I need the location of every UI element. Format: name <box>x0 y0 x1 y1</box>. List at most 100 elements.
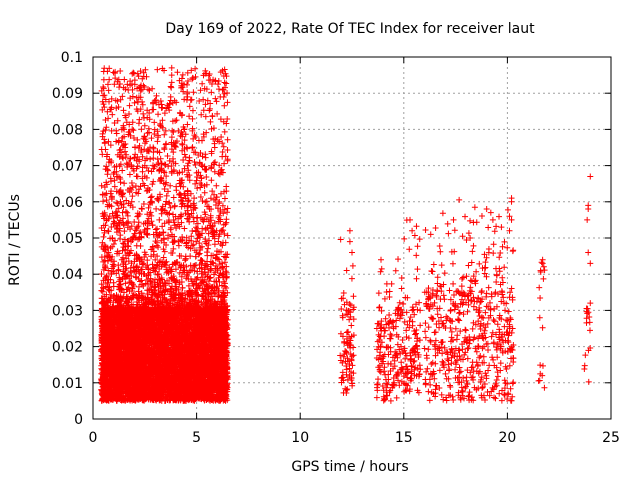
data-point <box>212 95 219 102</box>
data-point <box>106 98 113 105</box>
data-point <box>100 76 107 83</box>
data-point <box>181 96 188 103</box>
data-points <box>98 64 594 404</box>
data-point <box>197 87 204 94</box>
data-point <box>151 119 158 126</box>
data-point <box>183 144 190 151</box>
data-point <box>178 252 185 259</box>
data-point <box>213 262 220 269</box>
data-point <box>139 101 146 108</box>
data-point <box>208 89 215 96</box>
data-point <box>205 230 212 237</box>
data-point <box>185 160 192 167</box>
data-point <box>111 81 118 88</box>
data-point <box>224 99 231 106</box>
data-point <box>171 222 178 229</box>
data-point <box>205 278 212 285</box>
data-point <box>186 177 193 184</box>
data-point <box>111 70 118 77</box>
data-point <box>101 136 108 143</box>
data-point <box>121 180 128 187</box>
data-point <box>161 161 168 168</box>
data-point <box>146 87 153 94</box>
data-point <box>214 110 221 117</box>
data-point <box>181 165 188 172</box>
data-point <box>154 138 161 145</box>
data-point <box>147 156 154 163</box>
data-point <box>224 205 231 212</box>
data-point <box>222 70 229 77</box>
data-point <box>154 253 161 260</box>
data-point <box>154 66 161 73</box>
data-point <box>175 221 182 228</box>
data-point <box>180 183 187 190</box>
data-point <box>100 258 107 265</box>
data-point <box>181 137 188 144</box>
data-point <box>122 208 129 215</box>
data-point <box>224 115 231 122</box>
data-point <box>215 170 222 177</box>
data-point <box>115 205 122 212</box>
data-point <box>102 96 109 103</box>
data-point <box>157 178 164 185</box>
data-point <box>167 182 174 189</box>
data-point <box>115 139 122 146</box>
data-point <box>120 155 127 162</box>
data-point <box>200 96 207 103</box>
data-point <box>161 169 168 176</box>
data-point <box>219 149 226 156</box>
data-point <box>221 160 228 167</box>
data-point <box>190 89 197 96</box>
data-point <box>162 127 169 134</box>
data-point <box>169 127 176 134</box>
data-point <box>130 134 137 141</box>
data-point <box>198 175 205 182</box>
data-point <box>111 258 118 265</box>
data-point <box>117 96 124 103</box>
data-point <box>168 134 175 141</box>
data-point <box>120 221 127 228</box>
data-point <box>215 86 222 93</box>
data-point <box>113 188 120 195</box>
data-point <box>105 138 112 145</box>
data-point <box>191 267 198 274</box>
data-point <box>166 157 173 164</box>
data-point <box>194 220 201 227</box>
data-point <box>154 225 161 232</box>
data-point <box>202 101 209 108</box>
data-point <box>134 210 141 217</box>
data-point <box>122 114 129 121</box>
data-point <box>100 198 107 205</box>
data-point <box>124 212 131 219</box>
data-point <box>181 225 188 232</box>
data-point <box>129 93 136 100</box>
data-point <box>216 256 223 263</box>
data-point <box>211 168 218 175</box>
data-point <box>186 218 193 225</box>
data-point <box>155 111 162 118</box>
data-point <box>191 195 198 202</box>
data-point <box>144 211 151 218</box>
data-point <box>204 97 211 104</box>
data-point <box>111 183 118 190</box>
data-point <box>217 116 224 123</box>
data-point <box>196 98 203 105</box>
data-point <box>161 248 168 255</box>
data-point <box>192 253 199 260</box>
data-point <box>216 212 223 219</box>
data-point <box>116 84 123 91</box>
data-point <box>168 84 175 91</box>
data-point <box>197 194 204 201</box>
data-point <box>138 126 145 133</box>
data-point <box>103 179 110 186</box>
data-point <box>173 225 180 232</box>
data-point <box>139 153 146 160</box>
data-point <box>129 70 136 77</box>
data-point <box>207 266 214 273</box>
data-point <box>126 110 133 117</box>
data-point <box>103 124 110 131</box>
data-point <box>194 173 201 180</box>
data-point <box>170 129 177 136</box>
data-point <box>157 166 164 173</box>
